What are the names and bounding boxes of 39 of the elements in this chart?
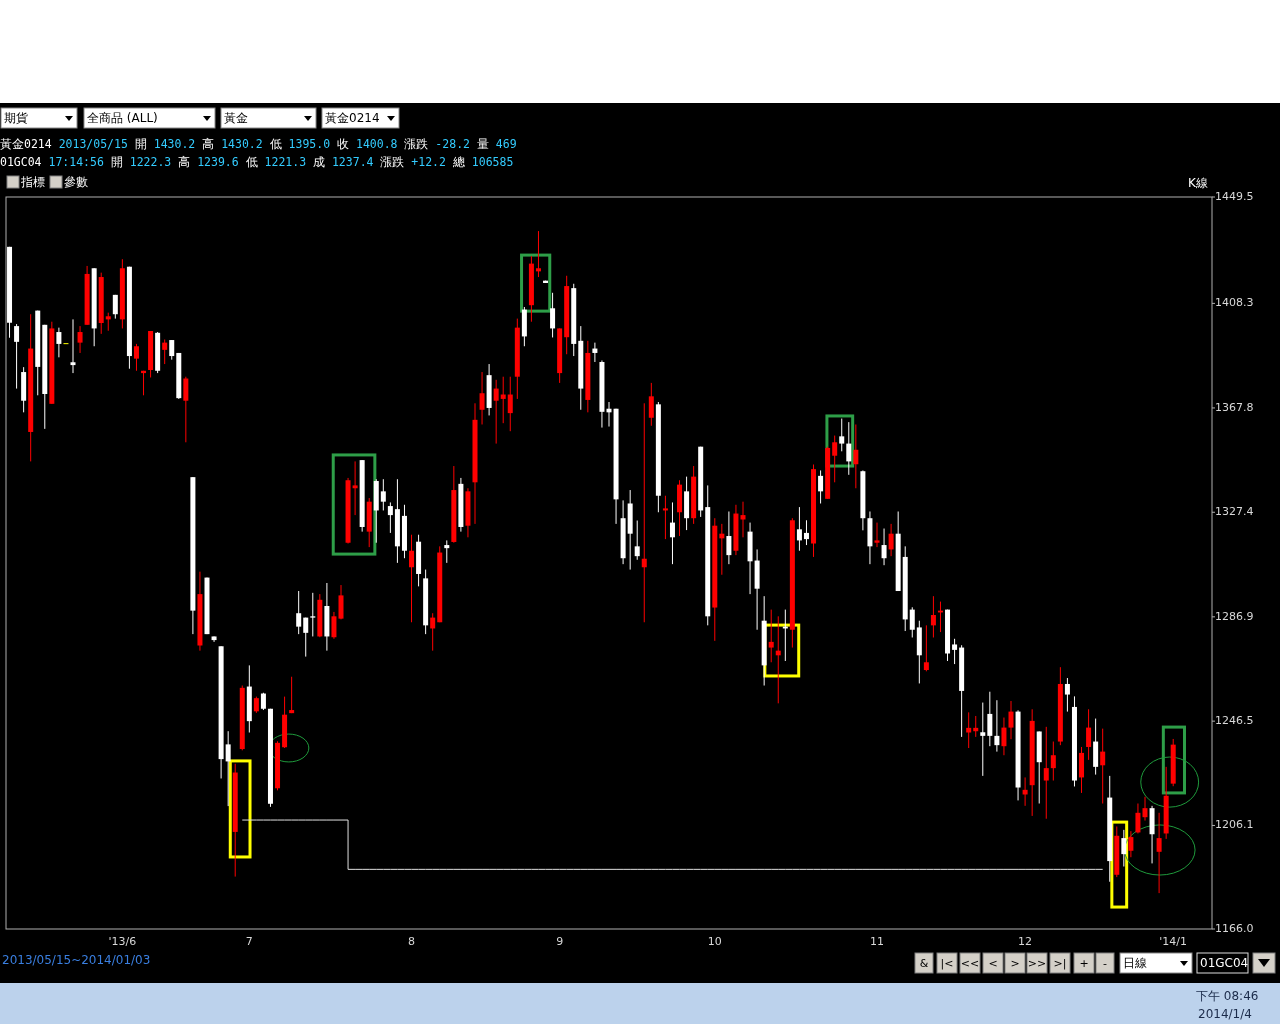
dropdown: 黃金: [220, 107, 317, 129]
x-tick-label: 10: [707, 935, 722, 948]
y-tick-label: 1408.3: [1215, 296, 1254, 310]
y-tick-label: 1449.5: [1215, 190, 1254, 203]
button: +: [1073, 952, 1095, 974]
text: 下午 08:46: [1196, 988, 1259, 1003]
dropdown: 日線: [1119, 952, 1193, 974]
button: <<: [959, 952, 981, 974]
button: &: [914, 952, 934, 974]
text: 2013/05/15~2014/01/03: [2, 952, 151, 967]
dropdown: 期貨: [0, 107, 78, 129]
x-tick-label: 7: [245, 935, 253, 948]
y-tick-label: 1367.8: [1215, 400, 1254, 414]
x-tick-label: 8: [408, 935, 416, 948]
y-tick-label: 1246.5: [1215, 714, 1254, 728]
text: 01GC04 17:14:56 開 1222.3 高 1239.6 低 1221.3 成 1237.4 漲跌 +12.2 總 106585: [0, 154, 514, 169]
button: |<: [936, 952, 958, 974]
dropdown: 黃金0214: [321, 107, 400, 129]
y-tick-label: 1286.9: [1215, 609, 1254, 623]
y-tick-label: 1206.1: [1215, 818, 1254, 832]
x-tick-label: '14/1: [1159, 935, 1188, 948]
text: 黃金0214 2013/05/15 開 1430.2 高 1430.2 低 1395.0 收 1400.8 漲跌 -28.2 量 469: [0, 136, 517, 151]
x-tick-label: 9: [556, 935, 564, 948]
dropdown: 01GC04: [1196, 952, 1249, 974]
text: K線: [1188, 175, 1208, 190]
x-tick-label: 11: [870, 935, 884, 948]
dropdown: 全商品 (ALL): [83, 107, 216, 129]
y-tick-label: 1327.4: [1215, 505, 1254, 519]
button: >: [1004, 952, 1026, 974]
text: 參數: [64, 174, 88, 189]
button: <: [982, 952, 1004, 974]
x-tick-label: '13/6: [108, 935, 137, 948]
button: -: [1095, 952, 1115, 974]
text: 指標: [20, 174, 45, 189]
text: 2014/1/4: [1198, 1006, 1252, 1021]
y-tick-label: 1166.0: [1215, 922, 1254, 935]
x-tick-label: 12: [1018, 935, 1033, 948]
button: >>: [1026, 952, 1048, 974]
button: >|: [1049, 952, 1071, 974]
